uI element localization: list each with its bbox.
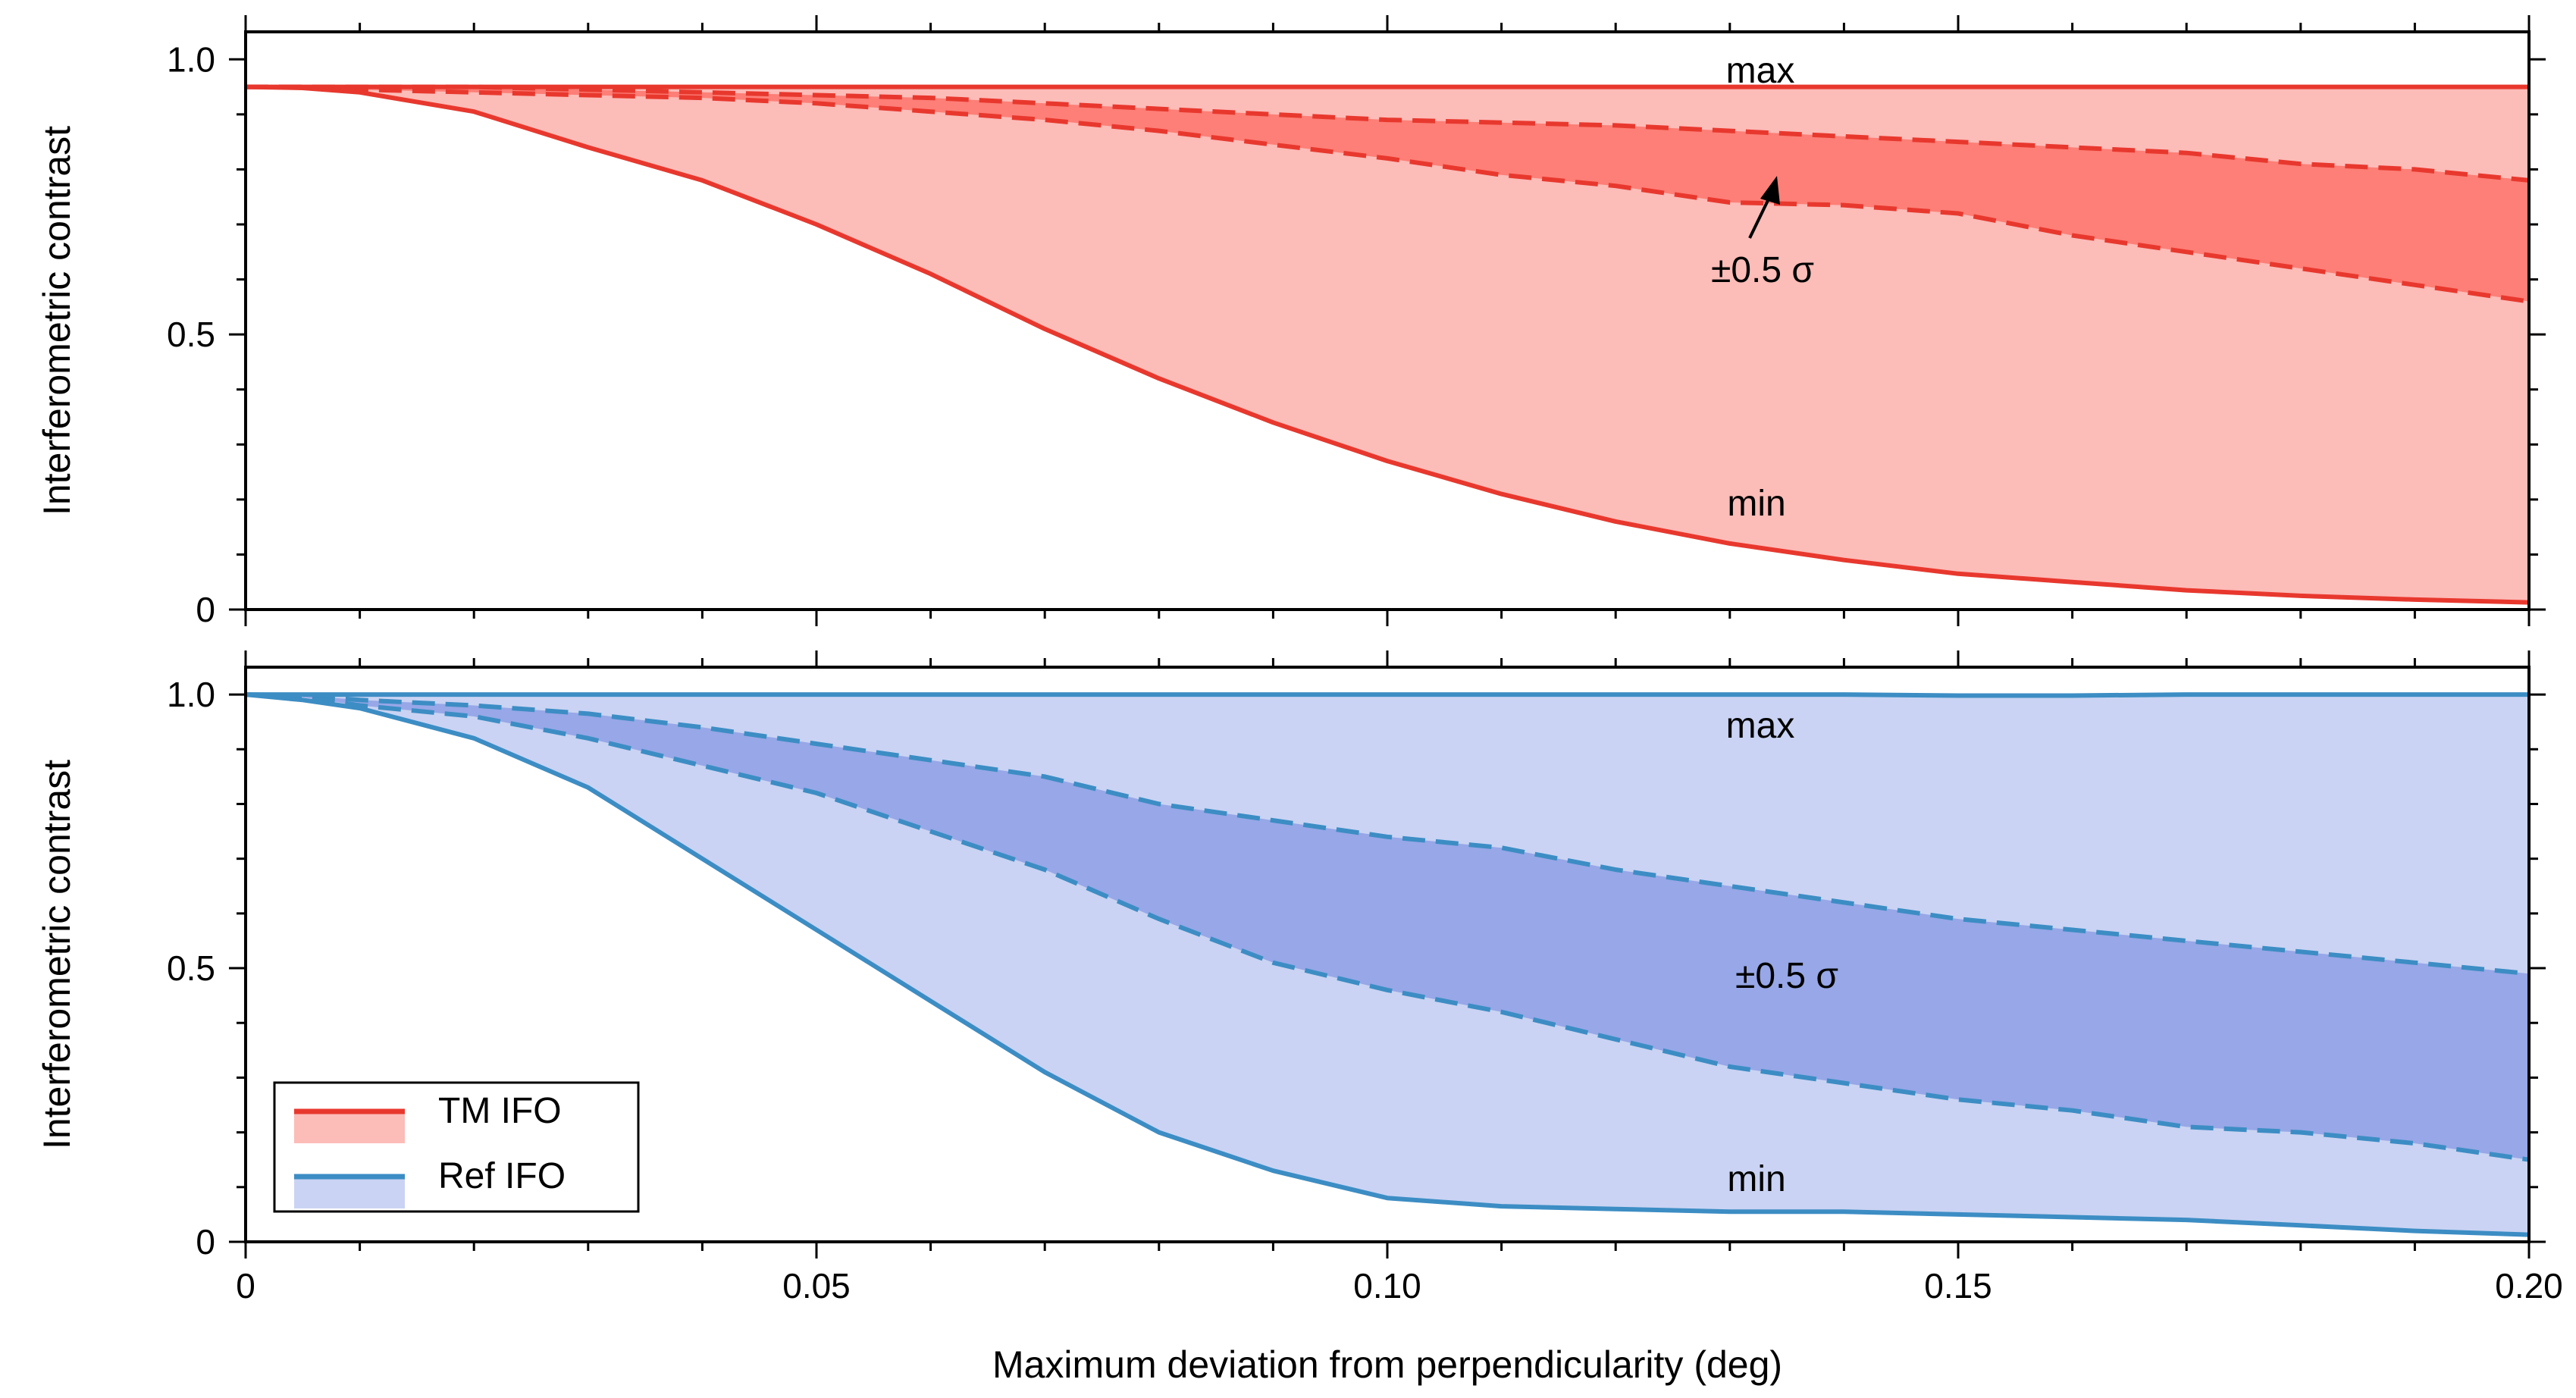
bottom-panel-ref-ifo: 0 0.05 0.10 0.15 0.20 0 0.5 1.0 Interferometric… [36,650,2563,1386]
ref-ifo-max-annotation: max [1726,706,1795,746]
ref-ifo-upper-sigma-line [245,692,2530,976]
x-tick-label: 0.10 [1353,1266,1421,1306]
legend-entry-ref-ifo: Ref IFO [294,1156,566,1208]
legend-label-tm-ifo: TM IFO [438,1091,562,1131]
x-tick-label: 0.20 [2495,1266,2563,1306]
legend-entry-tm-ifo: TM IFO [294,1091,562,1143]
tm-ifo-sigma-fill [246,86,2529,302]
tm-ifo-plot-area [245,84,2530,605]
ref-ifo-plot-area [245,692,2530,1237]
ref-ifo-lower-sigma-line [245,692,2530,1162]
x-tick-label: 0.05 [782,1266,851,1306]
legend-label-ref-ifo: Ref IFO [438,1156,566,1196]
y-tick-label: 0 [196,590,215,629]
legend-swatch-fill-tm-ifo [294,1111,405,1143]
tm-ifo-lower-sigma-line [246,84,2530,304]
ref-ifo-max-line [246,692,2529,698]
x-tick-label: 0.15 [1924,1266,1992,1306]
top-panel-tm-ifo: 0 0.5 1.0 Interferometric contrast max min… [36,15,2546,629]
tm-ifo-max-annotation: max [1726,51,1795,91]
tm-ifo-sigma-annotation: ±0.5 σ [1711,250,1814,290]
tm-ifo-ticks: 0 0.5 1.0 [167,15,2546,629]
legend-swatch-fill-ref-ifo [294,1177,405,1208]
y-tick-label: 0.5 [167,315,215,354]
sigma-arrow-head [1760,176,1780,205]
ref-ifo-ticks: 0 0.05 0.10 0.15 0.20 0 0.5 1.0 [167,650,2563,1306]
x-axis-title: Maximum deviation from perpendicularity … [992,1343,1782,1386]
tm-ifo-min-line [245,84,2530,605]
y-tick-label: 1.0 [167,675,215,714]
tm-ifo-sigma-arrow [1748,176,1780,239]
ref-ifo-sigma-fill [246,694,2529,1160]
tm-ifo-y-axis-title: Interferometric contrast [36,126,78,516]
y-tick-label: 1.0 [167,39,215,79]
tm-ifo-min-annotation: min [1727,484,1785,524]
tm-ifo-range-fill [246,86,2529,603]
y-tick-label: 0.5 [167,948,215,988]
ref-ifo-min-line [245,692,2530,1237]
x-tick-label: 0 [236,1266,255,1306]
legend: TM IFO Ref IFO [273,1081,640,1213]
ref-ifo-y-axis-title: Interferometric contrast [36,760,78,1149]
ref-ifo-min-annotation: min [1727,1159,1785,1199]
ref-ifo-sigma-annotation: ±0.5 σ [1735,956,1838,996]
y-tick-label: 0 [196,1222,215,1262]
